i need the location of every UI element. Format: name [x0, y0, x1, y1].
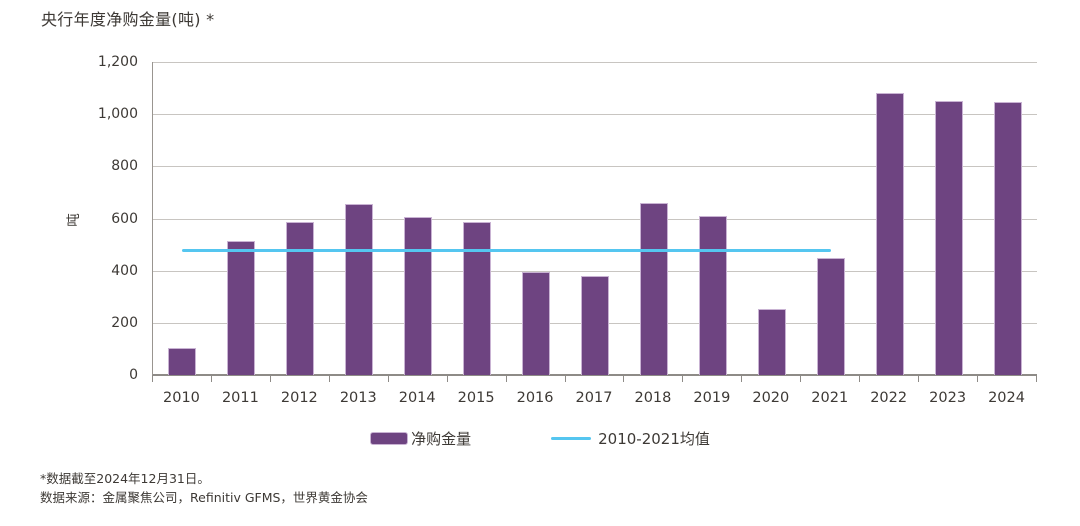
bar-2023	[934, 101, 963, 375]
chart-title: 央行年度净购金量(吨) *	[41, 10, 215, 29]
x-tick-label-2023: 2023	[929, 390, 967, 406]
x-axis-tick	[741, 375, 742, 382]
footnote-data-cutoff: *数据截至2024年12月31日。	[40, 471, 210, 486]
x-axis-tick	[447, 375, 448, 382]
x-tick-label-2019: 2019	[693, 390, 731, 406]
x-axis-tick	[211, 375, 212, 382]
bar-2015	[463, 222, 492, 375]
x-axis-tick	[918, 375, 919, 382]
x-axis-tick	[270, 375, 271, 382]
x-axis-tick	[388, 375, 389, 382]
bar-2013	[345, 204, 374, 375]
x-tick-label-2024: 2024	[988, 390, 1025, 406]
y-tick-label-1200: 1,200	[97, 54, 138, 70]
x-axis-line	[153, 374, 1037, 376]
x-axis-tick	[152, 375, 153, 382]
gridline-600	[153, 219, 1037, 220]
y-tick-label-400: 400	[111, 263, 138, 279]
x-tick-label-2011: 2011	[221, 390, 259, 406]
bar-2021	[816, 258, 845, 375]
x-tick-label-2018: 2018	[634, 390, 672, 406]
bar-series-swatch	[370, 432, 409, 445]
bar-2016	[522, 272, 551, 375]
bar-2010	[168, 348, 197, 375]
legend-item-bars: 净购金量	[370, 428, 471, 449]
x-tick-label-2010: 2010	[163, 390, 200, 406]
x-axis-tick	[506, 375, 507, 382]
x-axis-tick	[623, 375, 624, 382]
x-tick-label-2014: 2014	[398, 390, 436, 406]
y-tick-label-800: 800	[111, 158, 138, 174]
x-tick-label-2020: 2020	[752, 390, 790, 406]
x-axis-tick	[565, 375, 566, 382]
legend-bars-label: 净购金量	[411, 430, 472, 448]
legend-item-average-line: 2010-2021均值	[551, 428, 710, 449]
footnote-data-source: 数据来源：金属聚焦公司，Refinitiv GFMS，世界黄金协会	[40, 489, 368, 505]
bar-2011	[227, 241, 256, 375]
average-line-swatch	[551, 437, 592, 440]
legend-line-label: 2010-2021均值	[598, 430, 710, 448]
gridline-400	[153, 271, 1037, 272]
x-axis-tick	[859, 375, 860, 382]
x-axis-tick	[682, 375, 683, 382]
bar-2022	[875, 93, 904, 375]
x-tick-label-2015: 2015	[457, 390, 495, 406]
gridline-1000	[153, 114, 1037, 115]
x-axis-tick	[977, 375, 978, 382]
x-tick-label-2013: 2013	[339, 390, 377, 406]
average-line	[182, 249, 831, 252]
bar-2018	[639, 203, 668, 375]
bar-2019	[698, 216, 727, 375]
bar-2020	[757, 309, 786, 375]
y-tick-label-1000: 1,000	[97, 106, 138, 122]
x-axis-tick	[800, 375, 801, 382]
x-axis-tick	[1036, 375, 1037, 382]
x-tick-label-2012: 2012	[280, 390, 318, 406]
x-tick-label-2021: 2021	[811, 390, 849, 406]
x-tick-label-2016: 2016	[516, 390, 554, 406]
x-tick-label-2017: 2017	[575, 390, 613, 406]
legend: 净购金量 2010-2021均值	[0, 428, 1080, 449]
y-tick-label-200: 200	[111, 315, 138, 331]
y-tick-label-0: 0	[129, 367, 138, 383]
bar-2012	[286, 222, 315, 375]
bar-2017	[581, 276, 609, 375]
bar-2024	[993, 102, 1022, 375]
x-axis-tick	[329, 375, 330, 382]
bar-2014	[404, 217, 433, 375]
footnotes: *数据截至2024年12月31日。 数据来源：金属聚焦公司，Refinitiv …	[40, 470, 368, 507]
y-tick-label-600: 600	[111, 211, 138, 227]
plot-area	[152, 62, 1037, 376]
gridline-1200	[153, 62, 1037, 63]
gridline-800	[153, 166, 1037, 167]
x-tick-label-2022: 2022	[870, 390, 908, 406]
